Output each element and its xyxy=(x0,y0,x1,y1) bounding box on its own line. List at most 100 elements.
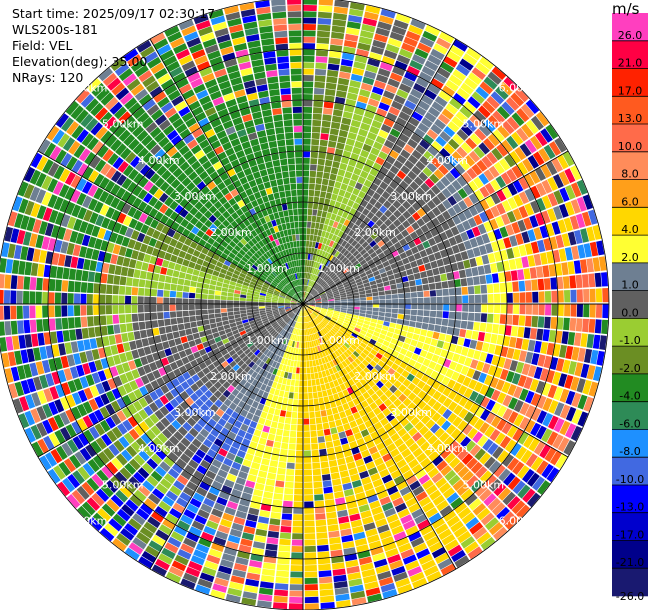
range-gate-cell xyxy=(146,475,159,487)
range-gate-cell xyxy=(272,447,281,455)
range-gate-cell xyxy=(540,164,552,179)
range-gate-cell xyxy=(309,280,313,287)
range-gate-cell xyxy=(556,317,564,330)
range-gate-cell xyxy=(554,137,567,153)
range-gate-cell xyxy=(426,189,436,199)
range-gate-cell xyxy=(316,423,323,431)
range-gate-cell xyxy=(326,388,333,396)
range-gate-cell xyxy=(295,309,300,315)
range-gate-cell xyxy=(141,550,157,563)
range-gate-cell xyxy=(265,304,272,306)
range-gate-cell xyxy=(23,291,30,304)
range-gate-cell xyxy=(114,471,128,484)
range-gate-cell xyxy=(464,493,478,506)
range-gate-cell xyxy=(287,333,292,340)
range-gate-cell xyxy=(457,507,472,520)
range-gate-cell xyxy=(217,469,228,479)
range-gate-cell xyxy=(306,234,310,241)
range-gate-cell xyxy=(177,278,185,286)
range-gate-cell xyxy=(529,267,537,279)
range-gate-cell xyxy=(258,437,267,446)
range-gate-cell xyxy=(350,590,366,600)
range-gate-cell xyxy=(384,285,391,291)
range-gate-cell xyxy=(492,110,506,124)
range-gate-cell xyxy=(132,513,146,526)
range-gate-cell xyxy=(496,143,508,157)
range-gate-cell xyxy=(199,384,209,394)
range-gate-cell xyxy=(127,331,135,341)
range-gate-cell xyxy=(501,213,511,226)
range-gate-cell xyxy=(210,589,226,600)
range-gate-cell xyxy=(385,308,392,313)
range-gate-cell xyxy=(363,225,371,233)
range-gate-cell xyxy=(356,321,364,327)
range-gate-cell xyxy=(487,294,494,303)
range-gate-cell xyxy=(35,305,42,318)
range-gate-cell xyxy=(404,304,411,309)
range-gate-cell xyxy=(323,327,329,334)
range-gate-cell xyxy=(257,389,265,397)
range-gate-cell xyxy=(384,480,396,490)
range-gate-cell xyxy=(473,322,480,331)
range-gate-cell xyxy=(88,327,96,338)
range-gate-cell xyxy=(288,326,293,333)
range-gate-cell xyxy=(300,323,302,329)
range-gate-cell xyxy=(383,227,392,236)
range-gate-cell xyxy=(331,387,338,395)
range-gate-cell xyxy=(345,98,357,107)
range-gate-cell xyxy=(301,310,303,317)
range-gate-cell xyxy=(240,423,249,432)
range-gate-cell xyxy=(376,263,384,270)
range-gate-cell xyxy=(375,341,383,348)
range-gate-cell xyxy=(335,399,342,407)
range-gate-cell xyxy=(260,431,269,439)
range-gate-cell xyxy=(380,582,396,593)
range-gate-cell xyxy=(277,467,286,475)
range-gate-cell xyxy=(251,371,258,379)
range-gate-cell xyxy=(499,226,509,238)
range-gate-cell xyxy=(121,504,135,517)
range-gate-cell xyxy=(350,283,357,288)
range-gate-cell xyxy=(410,88,423,99)
range-gate-cell xyxy=(150,425,161,436)
range-gate-cell xyxy=(169,508,182,519)
range-gate-cell xyxy=(324,382,331,390)
range-gate-cell xyxy=(308,392,313,399)
range-gate-cell xyxy=(207,448,217,459)
range-gate-cell xyxy=(329,44,343,52)
range-gate-cell xyxy=(305,292,309,299)
range-gate-cell xyxy=(283,338,288,345)
range-gate-cell xyxy=(398,309,405,314)
range-gate-cell xyxy=(456,87,470,100)
range-gate-cell xyxy=(319,364,325,372)
range-gate-cell xyxy=(378,291,385,296)
range-gate-cell xyxy=(61,292,68,304)
range-gate-cell xyxy=(267,379,274,387)
range-gate-cell xyxy=(99,527,115,542)
range-gate-cell xyxy=(148,540,163,552)
range-gate-cell xyxy=(378,151,388,160)
range-gate-cell xyxy=(457,242,466,252)
range-gate-cell xyxy=(407,402,417,412)
range-gate-cell xyxy=(350,473,360,482)
range-gate-cell xyxy=(320,595,335,603)
range-gate-cell xyxy=(450,226,460,236)
range-gate-cell xyxy=(393,422,403,432)
range-gate-cell xyxy=(357,176,366,185)
range-gate-cell xyxy=(471,91,485,104)
range-gate-cell xyxy=(524,203,535,216)
range-gate-cell xyxy=(574,362,584,377)
range-gate-cell xyxy=(354,242,361,250)
range-gate-cell xyxy=(381,190,391,200)
range-gate-cell xyxy=(139,270,147,280)
range-gate-cell xyxy=(402,397,412,407)
range-gate-cell xyxy=(386,513,399,524)
range-gate-cell xyxy=(417,390,427,400)
range-gate-cell xyxy=(336,142,345,150)
range-gate-cell xyxy=(501,421,513,435)
range-gate-cell xyxy=(467,312,475,321)
range-gate-cell xyxy=(421,193,431,203)
range-gate-cell xyxy=(454,252,463,262)
range-gate-cell xyxy=(541,210,551,224)
range-gate-cell xyxy=(529,328,538,340)
